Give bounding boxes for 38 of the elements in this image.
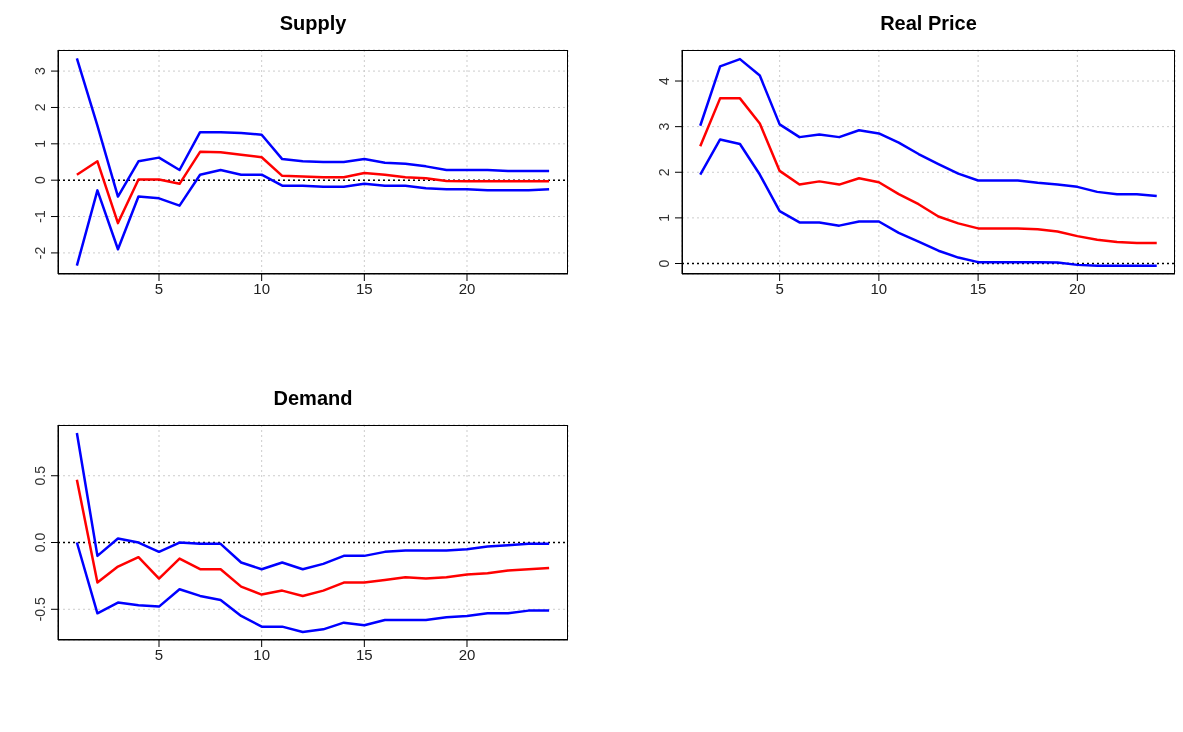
y-tick-label: 2 <box>32 103 48 112</box>
y-tick-label: -1 <box>32 210 48 223</box>
chart-title: Demand <box>272 387 354 410</box>
line-series <box>75 431 551 571</box>
x-tick-label: 10 <box>870 279 888 297</box>
x-tick-label: 10 <box>253 645 271 663</box>
y-tick-label: 0 <box>656 259 672 268</box>
x-tick-label: 15 <box>969 279 987 297</box>
line-series <box>75 478 551 598</box>
y-tick-label: 3 <box>32 66 48 75</box>
line-series <box>75 168 551 267</box>
x-tick-label: 15 <box>355 279 373 297</box>
y-tick-label: 3 <box>656 122 672 131</box>
y-tick-label: 0.0 <box>32 532 48 553</box>
line-series <box>699 97 1158 245</box>
chart-title: Supply <box>278 12 348 35</box>
line-series <box>75 57 551 198</box>
y-tick-label: 1 <box>656 213 672 222</box>
line-series <box>75 541 551 634</box>
y-tick-label: 2 <box>656 168 672 177</box>
x-tick-label: 10 <box>253 279 271 297</box>
x-tick-label: 5 <box>154 645 164 663</box>
x-tick-label: 20 <box>458 645 476 663</box>
y-tick-label: 1 <box>32 139 48 148</box>
x-tick-label: 15 <box>355 645 373 663</box>
line-series <box>699 138 1158 268</box>
y-tick-label: 0 <box>32 176 48 185</box>
y-tick-label: -0.5 <box>32 597 48 622</box>
x-tick-label: 5 <box>154 279 164 297</box>
y-tick-label: 4 <box>656 76 672 85</box>
chart-title: Real Price <box>879 12 978 35</box>
x-tick-label: 5 <box>775 279 784 297</box>
y-tick-label: 0.5 <box>32 465 48 486</box>
x-tick-label: 20 <box>1069 279 1086 297</box>
x-tick-label: 20 <box>458 279 476 297</box>
line-series <box>75 150 551 225</box>
line-series <box>699 57 1158 198</box>
y-tick-label: -2 <box>32 246 48 260</box>
